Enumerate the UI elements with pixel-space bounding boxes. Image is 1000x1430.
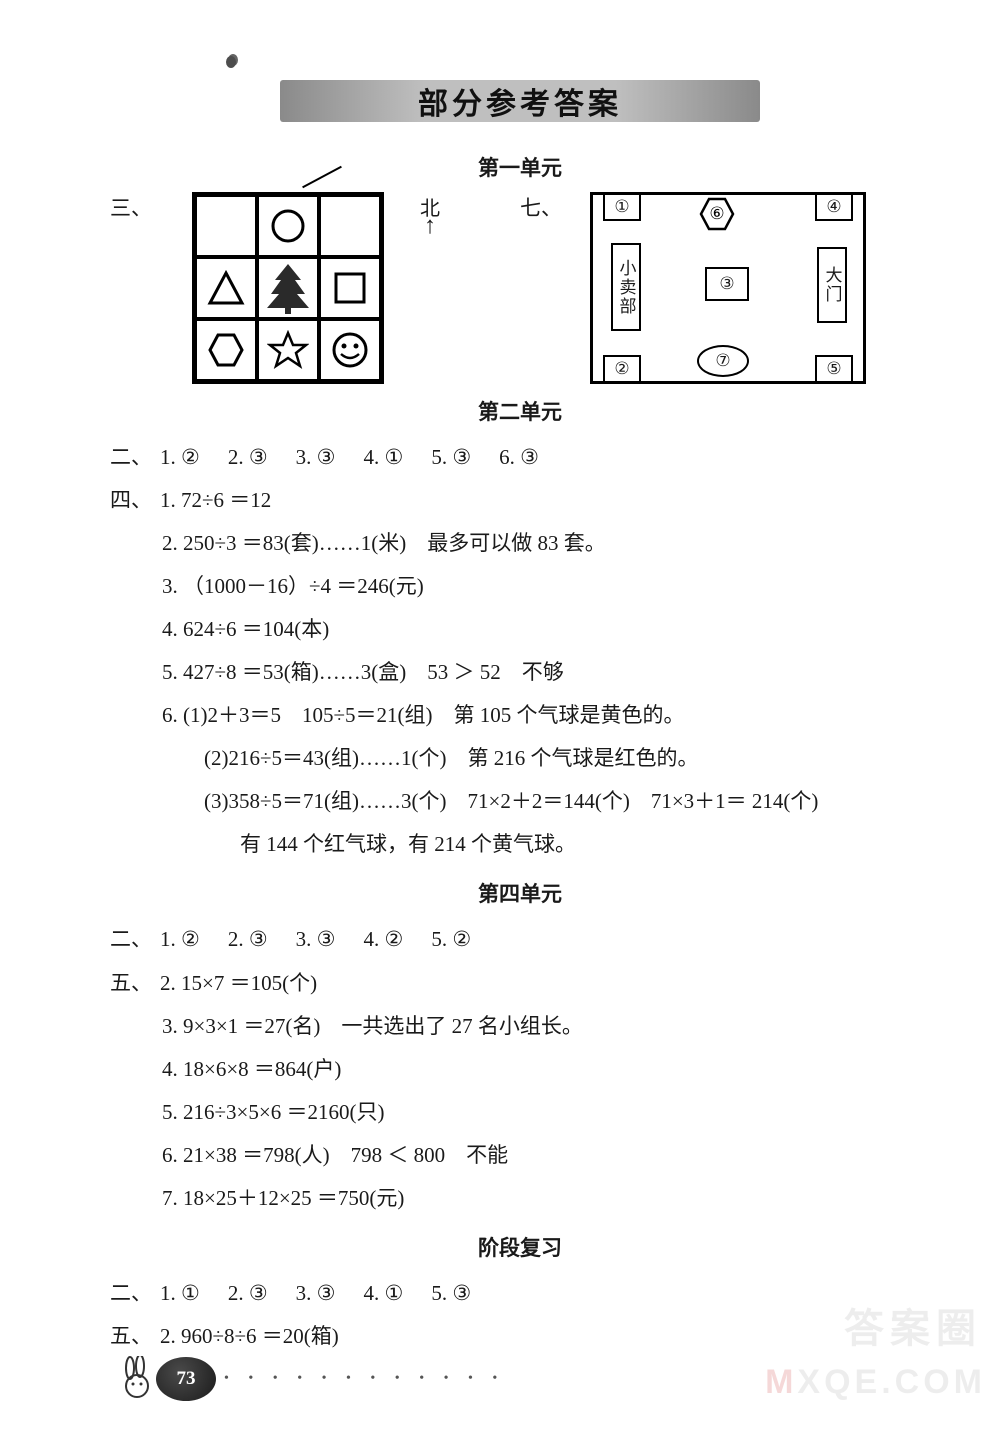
u2q2-i1: 1. ②	[160, 436, 200, 479]
scan-smudge	[226, 56, 236, 68]
u4q5-t6: 7. 18×25＋12×25 ＝750(元)	[110, 1177, 930, 1220]
u2q2-i6: 6. ③	[499, 436, 539, 479]
u2q4-t4: 4. 624÷6 ＝104(本)	[110, 608, 930, 651]
u2q4-t8: (3)358÷5＝71(组)……3(个) 71×2＋2＝144(个) 71×3＋…	[110, 780, 930, 823]
banner-bg: 部分参考答案	[280, 80, 760, 122]
page-root: 部分参考答案 第一单元 三、	[0, 0, 1000, 1430]
rvq2-i1: 1. ①	[160, 1272, 200, 1315]
u2q4-t3: 3. （1000－16）÷4 ＝246(元)	[110, 565, 930, 608]
rvq2-i4: 4. ①	[363, 1272, 403, 1315]
star-icon	[267, 330, 309, 370]
review-q5-label: 五、	[110, 1315, 160, 1358]
unit4-answers: 二、 1. ② 2. ③ 3. ③ 4. ② 5. ② 五、 2. 15×7 ＝…	[110, 918, 930, 1219]
north-arrow-icon: ↑	[420, 221, 440, 231]
u2q4-t7: (2)216÷5＝43(组)……1(个) 第 216 个气球是红色的。	[110, 737, 930, 780]
map-right-gate: 大门	[817, 247, 847, 323]
page-number: 73	[177, 1368, 196, 1390]
unit2-answers: 二、 1. ② 2. ③ 3. ③ 4. ① 5. ③ 6. ③ 四、 1. 7…	[110, 436, 930, 866]
circle-icon	[269, 207, 307, 245]
cell-4-triangle	[195, 257, 257, 319]
section-title-review: 阶段复习	[110, 1232, 930, 1262]
section-title-unit4: 第四单元	[110, 878, 930, 908]
u2q2-i4: 4. ①	[363, 436, 403, 479]
hexagon-icon	[206, 331, 246, 369]
smiley-icon	[330, 330, 370, 370]
u4q2-i2: 2. ③	[228, 918, 268, 961]
u4q5-t4: 5. 216÷3×5×6 ＝2160(只)	[110, 1091, 930, 1134]
tree-icon	[265, 262, 311, 314]
watermark-rest: XQE.COM	[797, 1363, 986, 1401]
unit2-q2-label: 二、	[110, 436, 160, 479]
u2q4-t1: 1. 72÷6 ＝12	[160, 479, 271, 522]
u2q4-t5: 5. 427÷8 ＝53(箱)……3(盒) 53 ＞ 52 不够	[110, 651, 930, 694]
unit2-q4-label: 四、	[110, 479, 160, 522]
u2q4-t2: 2. 250÷3 ＝83(套)……1(米) 最多可以做 83 套。	[110, 522, 930, 565]
u4q2-i3: 3. ③	[296, 918, 336, 961]
cell-9-smiley	[319, 319, 381, 381]
page-footer: 73 • • • • • • • • • • • •	[120, 1356, 505, 1402]
q7-map: ① ⑥ ④ 小卖部 ③ 大门 ② ⑦ ⑤	[590, 192, 866, 384]
u4q5-t1: 2. 15×7 ＝105(个)	[160, 962, 317, 1005]
triangle-icon	[206, 269, 246, 307]
u2q4-t9: 有 144 个红气球，有 214 个黄气球。	[110, 823, 930, 866]
review-answers: 二、 1. ① 2. ③ 3. ③ 4. ① 5. ③ 五、 2. 960÷8÷…	[110, 1272, 930, 1358]
map-slot-1: ①	[603, 193, 641, 221]
section-title-unit2: 第二单元	[110, 396, 930, 426]
cell-6-square	[319, 257, 381, 319]
u4q5-t5: 6. 21×38 ＝798(人) 798 ＜ 800 不能	[110, 1134, 930, 1177]
cell-7-hexagon	[195, 319, 257, 381]
review-q2-label: 二、	[110, 1272, 160, 1315]
u2q2-i3: 3. ③	[296, 436, 336, 479]
u2q4-t6: 6. (1)2＋3＝5 105÷5＝21(组) 第 105 个气球是黄色的。	[110, 694, 930, 737]
q3-label: 三、	[110, 192, 162, 222]
q3-grid	[192, 192, 384, 384]
rabbit-icon	[120, 1356, 154, 1402]
map-slot-2: ②	[603, 355, 641, 383]
unit2-q4-l1: 四、 1. 72÷6 ＝12	[110, 479, 930, 522]
banner-text: 部分参考答案	[418, 79, 622, 123]
cell-8-star	[257, 319, 319, 381]
u4q2-i1: 1. ②	[160, 918, 200, 961]
u2q2-i2: 2. ③	[228, 436, 268, 479]
map-left-shop: 小卖部	[611, 243, 641, 331]
section-title-unit1: 第一单元	[110, 152, 930, 182]
watermark-m: M	[765, 1363, 797, 1401]
map-slot-7: ⑦	[697, 345, 749, 377]
cell-2-circle	[257, 195, 319, 257]
rvq5-t: 2. 960÷8÷6 ＝20(箱)	[160, 1315, 339, 1358]
review-q5-line: 五、 2. 960÷8÷6 ＝20(箱)	[110, 1315, 930, 1358]
unit4-q2-label: 二、	[110, 918, 160, 961]
unit1-figures-row: 三、	[110, 192, 930, 384]
cell-5-tree	[257, 257, 319, 319]
watermark-line2-container: MXQE.COM	[765, 1363, 986, 1402]
map-slot-3: ③	[705, 267, 749, 301]
rvq2-i5: 5. ③	[431, 1272, 471, 1315]
title-banner: 部分参考答案	[110, 80, 930, 122]
watermark-line1: 答案圈	[844, 1296, 982, 1354]
rvq2-i3: 3. ③	[296, 1272, 336, 1315]
cell-3-blank	[319, 195, 381, 257]
unit4-q5-l1: 五、 2. 15×7 ＝105(个)	[110, 962, 930, 1005]
north-indicator: 北 ↑	[420, 192, 440, 231]
u4q5-t3: 4. 18×6×8 ＝864(户)	[110, 1048, 930, 1091]
svg-text:⑥: ⑥	[709, 204, 724, 223]
unit4-q5-label: 五、	[110, 962, 160, 1005]
rvq2-i2: 2. ③	[228, 1272, 268, 1315]
unit4-q2-line: 二、 1. ② 2. ③ 3. ③ 4. ② 5. ②	[110, 918, 930, 961]
map-slot-5: ⑤	[815, 355, 853, 383]
map-slot-4: ④	[815, 193, 853, 221]
square-icon	[332, 270, 368, 306]
page-number-badge: 73	[156, 1357, 216, 1401]
cell-1-blank	[195, 195, 257, 257]
u2q2-i5: 5. ③	[431, 436, 471, 479]
u4q2-i5: 5. ②	[431, 918, 471, 961]
q7-label: 七、	[520, 192, 560, 222]
footer-dots: • • • • • • • • • • • •	[224, 1371, 505, 1387]
unit2-q2-line: 二、 1. ② 2. ③ 3. ③ 4. ① 5. ③ 6. ③	[110, 436, 930, 479]
review-q2-line: 二、 1. ① 2. ③ 3. ③ 4. ① 5. ③	[110, 1272, 930, 1315]
u4q2-i4: 4. ②	[363, 918, 403, 961]
map-hex-6: ⑥	[697, 197, 737, 231]
u4q5-t2: 3. 9×3×1 ＝27(名) 一共选出了 27 名小组长。	[110, 1005, 930, 1048]
